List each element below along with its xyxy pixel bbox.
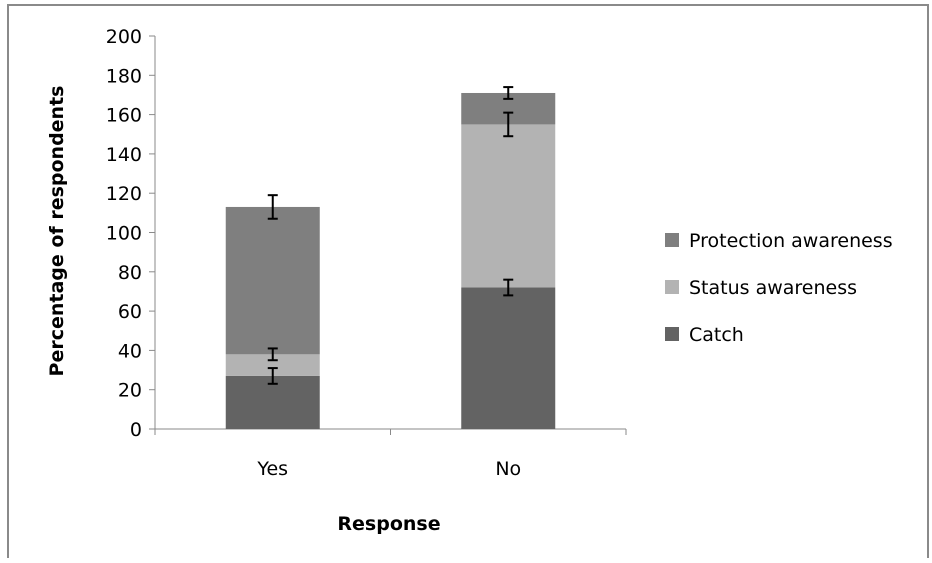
y-axis-title: Percentage of respondents (46, 86, 68, 377)
y-tick-label: 20 (118, 380, 142, 402)
y-tick-label: 160 (106, 105, 142, 127)
legend-item: Status awareness (665, 277, 857, 299)
error-bar (267, 367, 278, 385)
y-tick-label: 0 (130, 419, 142, 441)
legend-label: Catch (689, 324, 744, 346)
legend-item: Protection awareness (665, 230, 893, 252)
bar-protection-awareness-yes (225, 206, 320, 355)
y-tick-label: 120 (106, 183, 142, 205)
y-tick-label: 180 (106, 65, 142, 87)
error-bar (267, 347, 278, 362)
error-bar (503, 86, 514, 100)
bar-catch-no (461, 287, 556, 429)
legend-swatch (665, 280, 679, 294)
y-tick-label: 60 (118, 301, 142, 323)
error-bar (503, 111, 514, 138)
error-bars (267, 86, 514, 385)
legend: Protection awareness Status awareness Catc… (665, 230, 893, 346)
bars (225, 92, 556, 429)
bar-status-awareness-no (461, 124, 556, 288)
x-tick-label: No (495, 458, 521, 480)
legend-label: Protection awareness (689, 230, 893, 252)
y-tick-label: 200 (106, 26, 142, 48)
legend-item: Catch (665, 324, 744, 346)
legend-swatch (665, 233, 679, 247)
y-tick-label: 80 (118, 262, 142, 284)
error-bar (503, 278, 514, 297)
y-axis: 0 20 40 60 80 100 120 140 160 180 200 (106, 26, 156, 441)
legend-swatch (665, 327, 679, 341)
x-axis: Yes No (154, 428, 627, 480)
y-tick-label: 40 (118, 340, 142, 362)
y-tick-label: 140 (106, 144, 142, 166)
legend-label: Status awareness (689, 277, 857, 299)
x-axis-title: Response (337, 513, 440, 535)
y-tick-label: 100 (106, 223, 142, 245)
error-bar (267, 194, 278, 220)
bar-status-awareness-yes (225, 354, 320, 376)
x-tick-label: Yes (256, 458, 288, 480)
